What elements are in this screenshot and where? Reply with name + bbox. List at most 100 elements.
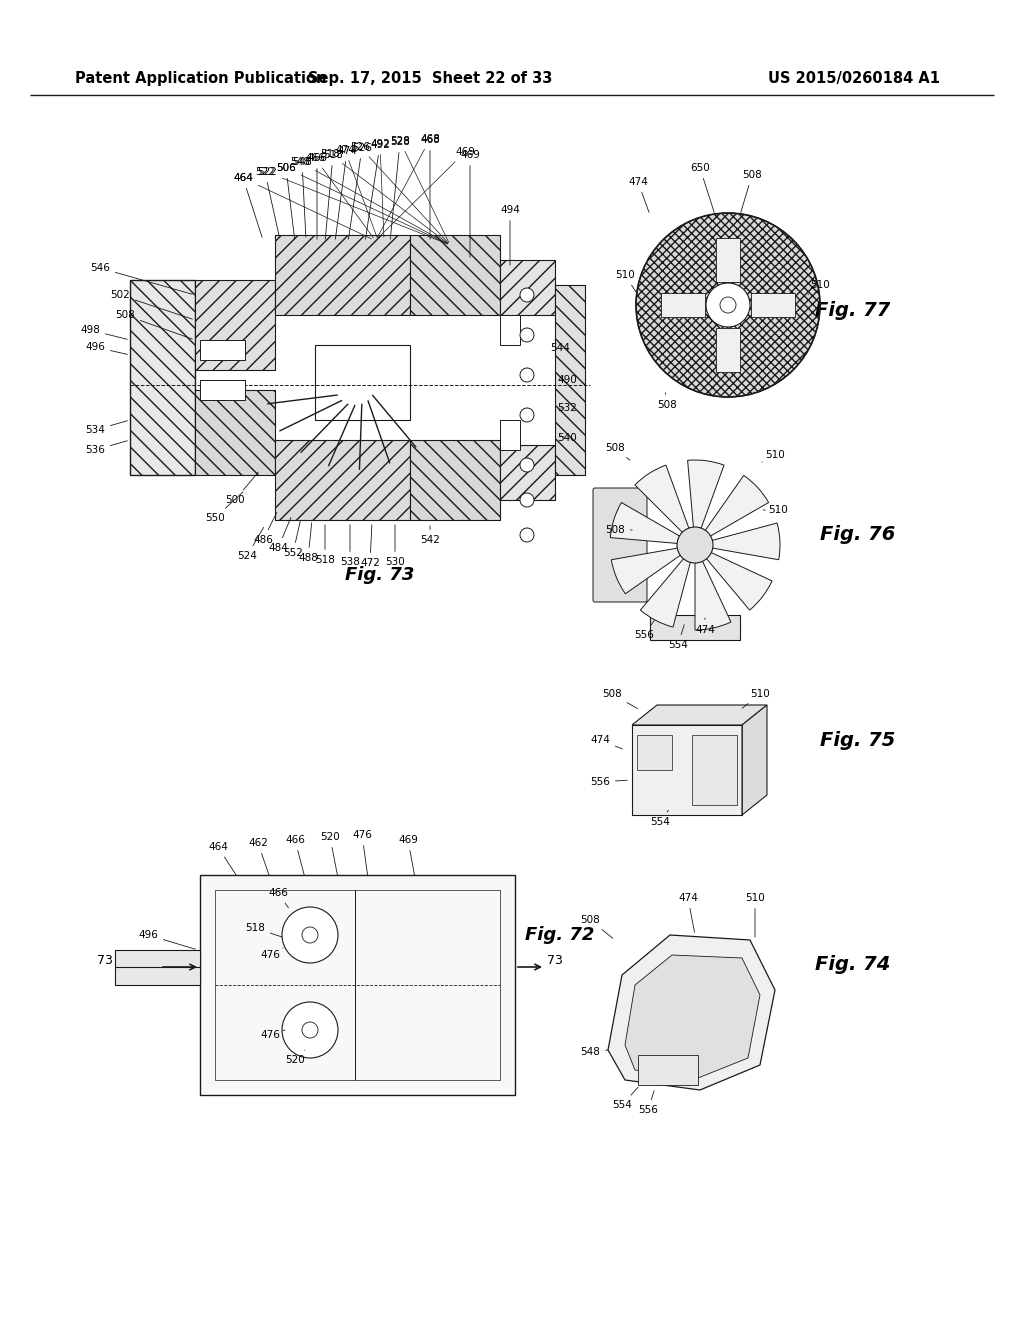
Text: US 2015/0260184 A1: US 2015/0260184 A1 xyxy=(768,70,940,86)
Text: 508: 508 xyxy=(605,444,630,461)
Text: 552: 552 xyxy=(283,520,303,558)
Bar xyxy=(500,445,555,500)
Text: 520: 520 xyxy=(321,832,340,875)
Circle shape xyxy=(520,492,534,507)
Circle shape xyxy=(706,282,750,327)
Text: Sep. 17, 2015  Sheet 22 of 33: Sep. 17, 2015 Sheet 22 of 33 xyxy=(308,70,552,86)
Text: 556: 556 xyxy=(634,620,654,640)
Text: 466: 466 xyxy=(307,153,327,239)
Text: 506: 506 xyxy=(276,162,296,239)
Circle shape xyxy=(520,368,534,381)
Wedge shape xyxy=(611,548,683,594)
Text: 526: 526 xyxy=(348,143,372,239)
Bar xyxy=(200,875,515,1096)
Text: 466: 466 xyxy=(285,836,305,875)
Bar xyxy=(650,615,740,640)
Text: 508: 508 xyxy=(115,310,193,339)
Text: 476: 476 xyxy=(260,948,283,960)
Text: 506: 506 xyxy=(276,162,447,244)
Text: 466: 466 xyxy=(268,888,289,908)
Bar xyxy=(555,285,585,475)
Bar xyxy=(195,280,275,370)
Text: Patent Application Publication: Patent Application Publication xyxy=(75,70,327,86)
Text: 508: 508 xyxy=(740,170,762,213)
Circle shape xyxy=(520,327,534,342)
Text: 510: 510 xyxy=(763,506,787,515)
Text: 508: 508 xyxy=(581,915,612,939)
Text: 73: 73 xyxy=(97,953,113,966)
Circle shape xyxy=(520,458,534,473)
Wedge shape xyxy=(703,475,769,537)
Text: Fig. 75: Fig. 75 xyxy=(820,730,895,750)
Text: 488: 488 xyxy=(298,523,317,564)
Text: 474: 474 xyxy=(590,735,623,748)
Circle shape xyxy=(636,213,820,397)
Bar xyxy=(632,725,742,814)
Text: 548: 548 xyxy=(580,1047,608,1057)
Text: 542: 542 xyxy=(420,525,440,545)
Text: 548: 548 xyxy=(290,157,447,244)
Text: 520: 520 xyxy=(285,1049,305,1065)
Text: 528: 528 xyxy=(390,137,410,239)
Text: 468: 468 xyxy=(377,135,440,238)
Text: 462: 462 xyxy=(248,838,269,875)
Text: 510: 510 xyxy=(808,280,829,294)
Text: 546: 546 xyxy=(90,263,193,294)
Bar xyxy=(200,380,245,400)
Text: 548: 548 xyxy=(292,157,312,238)
Bar xyxy=(500,260,555,315)
Text: 508: 508 xyxy=(657,393,677,411)
Text: 518: 518 xyxy=(315,525,335,565)
Text: 474: 474 xyxy=(335,145,377,238)
Text: 474: 474 xyxy=(336,147,357,239)
Circle shape xyxy=(282,1002,338,1059)
Text: 550: 550 xyxy=(205,492,243,523)
Bar xyxy=(410,440,500,520)
Bar xyxy=(215,890,500,1080)
Text: 476: 476 xyxy=(260,1030,285,1040)
Circle shape xyxy=(520,528,534,543)
Bar xyxy=(275,235,410,315)
Text: 474: 474 xyxy=(628,177,649,213)
Bar xyxy=(130,280,195,475)
Text: 466: 466 xyxy=(305,153,374,238)
Circle shape xyxy=(677,527,713,564)
Text: 469: 469 xyxy=(398,836,418,875)
Bar xyxy=(500,420,520,450)
Polygon shape xyxy=(625,954,760,1078)
Text: 474: 474 xyxy=(678,894,698,932)
Wedge shape xyxy=(687,459,724,531)
Text: 522: 522 xyxy=(255,168,280,238)
Bar xyxy=(410,440,500,520)
Text: 524: 524 xyxy=(238,528,263,561)
Text: 534: 534 xyxy=(85,421,127,436)
Text: 556: 556 xyxy=(590,777,628,787)
Bar xyxy=(638,1055,698,1085)
Bar xyxy=(115,950,200,985)
Circle shape xyxy=(520,408,534,422)
Bar xyxy=(275,440,410,520)
Wedge shape xyxy=(705,552,772,610)
Circle shape xyxy=(282,907,338,964)
Text: 554: 554 xyxy=(668,624,688,649)
Text: 522: 522 xyxy=(257,168,447,244)
Text: 528: 528 xyxy=(390,136,449,243)
Text: 468: 468 xyxy=(420,135,440,239)
Circle shape xyxy=(720,297,736,313)
Polygon shape xyxy=(742,705,767,814)
Text: 496: 496 xyxy=(138,931,196,949)
Text: 518: 518 xyxy=(321,149,447,243)
Bar xyxy=(195,389,275,475)
Polygon shape xyxy=(632,705,767,725)
Bar xyxy=(410,235,500,315)
Wedge shape xyxy=(635,465,690,535)
Text: 464: 464 xyxy=(233,173,262,238)
Text: 486: 486 xyxy=(253,512,276,545)
Bar xyxy=(275,440,410,520)
Text: 492: 492 xyxy=(370,139,390,238)
Text: 530: 530 xyxy=(385,525,404,568)
Bar xyxy=(500,260,555,315)
Text: 474: 474 xyxy=(695,618,715,635)
Text: 526: 526 xyxy=(350,143,449,243)
Text: 540: 540 xyxy=(557,433,577,444)
